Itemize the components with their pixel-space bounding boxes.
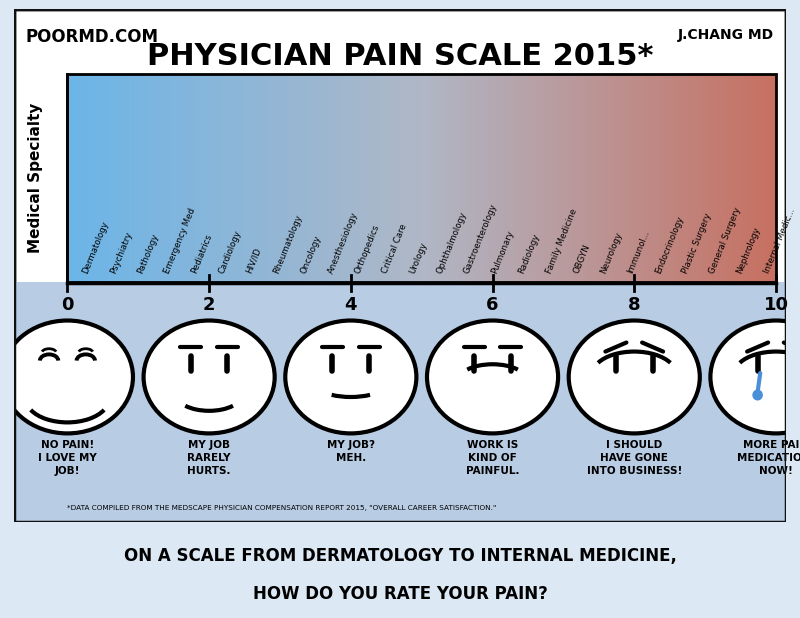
FancyBboxPatch shape — [67, 501, 776, 529]
Circle shape — [569, 321, 700, 433]
Text: PHYSICIAN PAIN SCALE 2015*: PHYSICIAN PAIN SCALE 2015* — [146, 43, 654, 72]
Circle shape — [143, 321, 274, 433]
Text: 2: 2 — [203, 295, 215, 313]
Text: Rheumatology: Rheumatology — [272, 213, 304, 275]
Text: MY JOB
RARELY
HURTS.: MY JOB RARELY HURTS. — [187, 440, 231, 476]
Text: Ophthalmology: Ophthalmology — [435, 210, 469, 275]
Text: POORMD.COM: POORMD.COM — [26, 28, 159, 46]
Ellipse shape — [790, 390, 799, 400]
Text: Radiology: Radiology — [517, 232, 542, 275]
Circle shape — [427, 321, 558, 433]
Text: Pathology: Pathology — [135, 232, 160, 275]
Text: 6: 6 — [486, 295, 498, 313]
Text: Pulmonary: Pulmonary — [490, 229, 515, 275]
Text: HIV/ID: HIV/ID — [245, 247, 263, 275]
Text: J.CHANG MD: J.CHANG MD — [678, 28, 774, 43]
FancyBboxPatch shape — [14, 282, 786, 522]
Text: Immunol...: Immunol... — [626, 229, 651, 275]
Text: HOW DO YOU RATE YOUR PAIN?: HOW DO YOU RATE YOUR PAIN? — [253, 585, 547, 603]
Text: Plastic Surgery: Plastic Surgery — [681, 212, 713, 275]
Text: Oncology: Oncology — [299, 234, 322, 275]
Text: Urology: Urology — [408, 241, 429, 275]
Text: 10: 10 — [763, 295, 789, 313]
Text: Medical Specialty: Medical Specialty — [28, 103, 43, 253]
Text: General Surgery: General Surgery — [708, 206, 742, 275]
Text: Anesthesiology: Anesthesiology — [326, 210, 359, 275]
Ellipse shape — [753, 390, 762, 400]
Text: Family Medicine: Family Medicine — [544, 207, 578, 275]
Text: 0: 0 — [61, 295, 74, 313]
Text: I SHOULD
HAVE GONE
INTO BUSINESS!: I SHOULD HAVE GONE INTO BUSINESS! — [586, 440, 682, 476]
Text: Cardiology: Cardiology — [218, 229, 243, 275]
Text: Gastroenterology: Gastroenterology — [462, 202, 499, 275]
Text: Pediatrics: Pediatrics — [190, 232, 214, 275]
Text: Critical Care: Critical Care — [381, 222, 409, 275]
Text: 4: 4 — [345, 295, 357, 313]
Circle shape — [2, 321, 133, 433]
Text: Internal Medic...: Internal Medic... — [762, 207, 797, 275]
Circle shape — [286, 321, 416, 433]
Text: ON A SCALE FROM DERMATOLOGY TO INTERNAL MEDICINE,: ON A SCALE FROM DERMATOLOGY TO INTERNAL … — [123, 547, 677, 565]
Text: Orthopedics: Orthopedics — [354, 223, 382, 275]
Text: OBGYN: OBGYN — [571, 243, 591, 275]
Text: *DATA COMPILED FROM THE MEDSCAPE PHYSICIAN COMPENSATION REPORT 2015, "OVERALL CA: *DATA COMPILED FROM THE MEDSCAPE PHYSICI… — [67, 504, 497, 510]
Text: Nephrology: Nephrology — [735, 226, 762, 275]
Text: 8: 8 — [628, 295, 641, 313]
Text: Dermatology: Dermatology — [81, 219, 110, 275]
Text: Psychiatry: Psychiatry — [108, 231, 134, 275]
Text: Endocrinology: Endocrinology — [654, 214, 685, 275]
Text: Emergency Med: Emergency Med — [163, 206, 198, 275]
Text: MORE PAIN
MEDICATION,
NOW!: MORE PAIN MEDICATION, NOW! — [738, 440, 800, 476]
Text: NO PAIN!
I LOVE MY
JOB!: NO PAIN! I LOVE MY JOB! — [38, 440, 97, 476]
Text: Neurology: Neurology — [599, 231, 624, 275]
FancyBboxPatch shape — [14, 9, 786, 522]
Text: MY JOB?
MEH.: MY JOB? MEH. — [327, 440, 375, 464]
Text: WORK IS
KIND OF
PAINFUL.: WORK IS KIND OF PAINFUL. — [466, 440, 519, 476]
Circle shape — [710, 321, 800, 433]
